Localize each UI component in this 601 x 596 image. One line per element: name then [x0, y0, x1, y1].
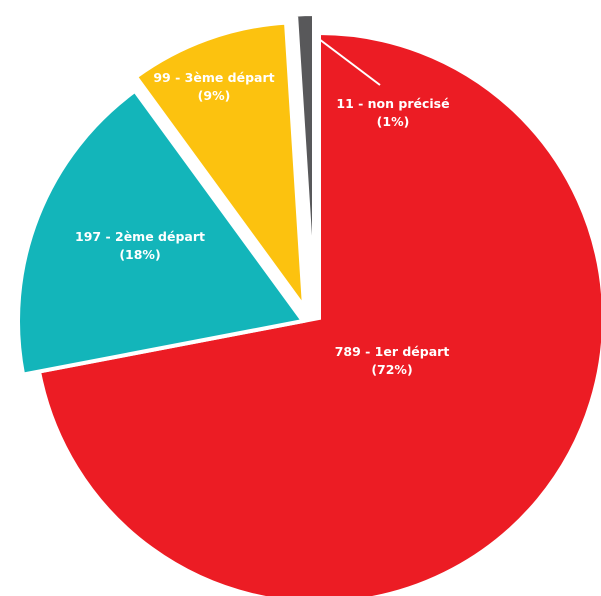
slice-non-precise-label: 11 - non précisé (1%)	[336, 96, 449, 129]
slice-2eme-depart	[16, 88, 307, 377]
pie-slices	[16, 11, 601, 596]
slice-2eme-depart-label: 197 - 2ème départ (18%)	[75, 229, 205, 262]
slice-non-precise	[293, 11, 316, 300]
leader-line-non-precise	[314, 35, 381, 86]
slice-1er-depart	[36, 30, 601, 596]
slice-3eme-depart	[133, 20, 307, 314]
slice-3eme-depart-label: 99 - 3ème départ (9%)	[153, 70, 274, 103]
slice-1er-depart-label: 789 - 1er départ (72%)	[335, 344, 450, 377]
leader-lines	[314, 35, 381, 86]
slice-labels: 789 - 1er départ (72%) 197 - 2ème départ (1…	[75, 70, 450, 377]
